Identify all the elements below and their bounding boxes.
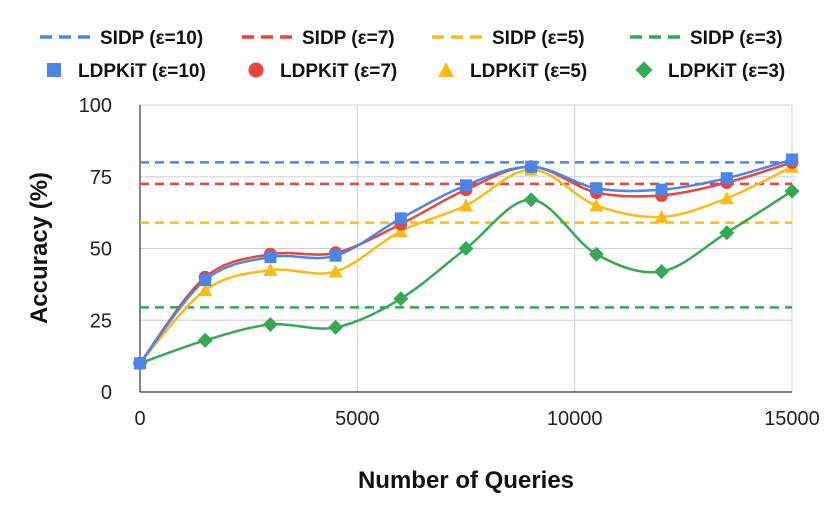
- data-point-ldpkit-10: [786, 153, 798, 166]
- legend-label-sidp-10: SIDP (ε=10): [100, 28, 203, 49]
- x-tick-label: 15000: [764, 408, 820, 430]
- series: [132, 153, 800, 371]
- y-tick-label: 25: [90, 310, 112, 332]
- data-point-ldpkit-10: [655, 183, 668, 196]
- data-point-ldpkit-10: [329, 249, 342, 262]
- data-point-ldpkit-3: [197, 332, 213, 348]
- y-tick-label: 50: [90, 239, 112, 261]
- data-point-ldpkit-3: [784, 183, 800, 199]
- legend-label-ldpkit-7: LDPKiT (ε=7): [280, 61, 397, 82]
- x-tick-label: 10000: [547, 408, 603, 430]
- legend: SIDP (ε=10) SIDP (ε=7) SIDP (ε=5) SIDP (ε=3…: [40, 28, 785, 82]
- data-point-ldpkit-5: [198, 283, 213, 297]
- data-point-ldpkit-3: [523, 192, 539, 208]
- data-point-ldpkit-5: [719, 191, 734, 205]
- x-tick-label: 5000: [335, 408, 380, 430]
- baselines: [140, 161, 792, 309]
- data-point-ldpkit-3: [719, 225, 735, 241]
- data-point-ldpkit-3: [262, 317, 278, 333]
- data-point-ldpkit-3: [393, 291, 409, 307]
- data-point-ldpkit-5: [459, 198, 473, 212]
- legend-label-sidp-7: SIDP (ε=7): [302, 28, 395, 49]
- data-point-ldpkit-10: [134, 357, 146, 370]
- data-point-ldpkit-10: [460, 179, 472, 192]
- x-axis-title: Number of Queries: [358, 467, 574, 494]
- legend-label-ldpkit-5: LDPKiT (ε=5): [470, 61, 587, 82]
- data-point-ldpkit-5: [589, 198, 604, 212]
- data-point-ldpkit-10: [525, 160, 538, 173]
- data-point-ldpkit-10: [720, 172, 733, 185]
- data-point-ldpkit-3: [588, 246, 604, 262]
- data-point-ldpkit-10: [590, 182, 603, 195]
- data-point-ldpkit-3: [328, 319, 344, 335]
- series-line-ldpkit-5: [139, 165, 793, 365]
- y-tick-label: 0: [101, 382, 112, 404]
- legend-marker-ldpkit-5: [438, 62, 454, 77]
- y-tick-label: 75: [90, 167, 112, 189]
- data-point-ldpkit-10: [394, 212, 407, 225]
- legend-marker-ldpkit-3: [635, 61, 653, 79]
- y-tick-label: 100: [79, 95, 112, 117]
- data-point-ldpkit-5: [393, 224, 408, 238]
- data-point-ldpkit-10: [264, 251, 277, 264]
- y-axis-title: Accuracy (%): [26, 172, 53, 324]
- data-point-ldpkit-3: [654, 263, 670, 279]
- legend-marker-ldpkit-7: [248, 62, 264, 78]
- legend-label-ldpkit-3: LDPKiT (ε=3): [668, 61, 785, 82]
- data-point-ldpkit-10: [199, 274, 212, 287]
- data-point-ldpkit-3: [458, 241, 474, 256]
- data-point-ldpkit-5: [328, 264, 343, 278]
- legend-label-ldpkit-10: LDPKiT (ε=10): [78, 61, 206, 82]
- x-tick-label: 0: [134, 408, 145, 430]
- legend-marker-ldpkit-10: [47, 63, 61, 77]
- data-point-ldpkit-5: [263, 263, 278, 277]
- legend-label-sidp-5: SIDP (ε=5): [492, 28, 585, 49]
- series-line-ldpkit-3: [139, 190, 793, 365]
- axes: [139, 105, 792, 393]
- legend-label-sidp-3: SIDP (ε=3): [690, 28, 783, 49]
- tick-labels: 0 25 50 75 100 0 5000 10000 15000: [79, 95, 820, 430]
- data-point-ldpkit-5: [654, 209, 669, 223]
